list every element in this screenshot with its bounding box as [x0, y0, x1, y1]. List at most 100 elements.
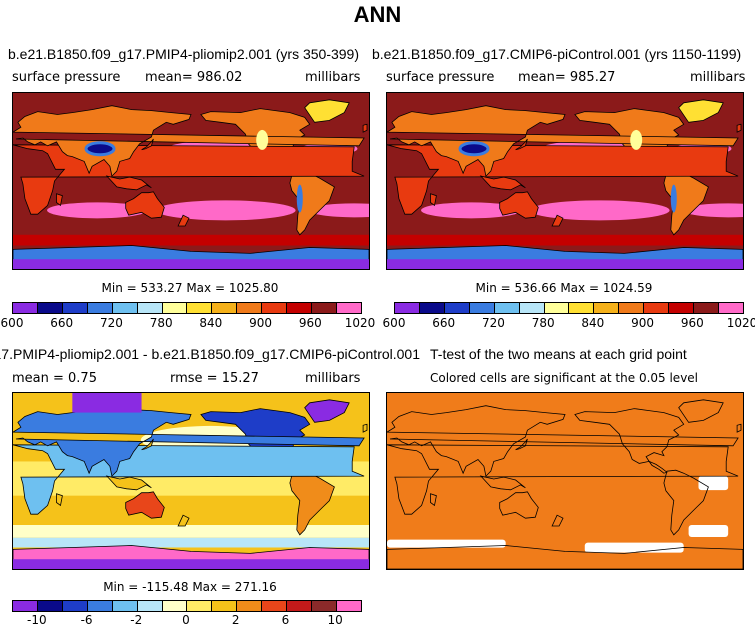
- panel-title-top-right: b.e21.B1850.f09_g17.CMIP6-piControl.001 …: [372, 46, 742, 62]
- colorbar-cell: [544, 303, 570, 313]
- coastline-south-america: [663, 469, 709, 536]
- subtropical-high-indian: [47, 202, 148, 219]
- colorbar-tick-label: 660: [432, 316, 456, 330]
- colorbar-cell: [287, 303, 313, 313]
- land-eurasia: [387, 105, 739, 177]
- colorbar-tick-label: 600: [0, 316, 24, 330]
- world-map-abs: [387, 93, 743, 269]
- colorbar-cell: [37, 601, 63, 611]
- land-new-zealand: [551, 214, 564, 227]
- land-greenland: [678, 99, 724, 123]
- colorbar-cell: [569, 303, 595, 313]
- coastline-greenland: [678, 399, 724, 423]
- coastline-australia: [499, 491, 539, 519]
- colorbar-cell: [669, 303, 695, 313]
- colorbar-cell: [13, 303, 38, 313]
- arctic-anomaly: [72, 393, 142, 413]
- land-australia: [125, 491, 165, 519]
- colorbar-tick-label: -2: [130, 613, 143, 627]
- colorbar-cell: [237, 601, 263, 611]
- colorbar-tick-label: -6: [80, 613, 93, 627]
- land-madagascar: [56, 493, 63, 507]
- land-eurasia: [13, 405, 365, 477]
- colorbar-cell: [644, 303, 670, 313]
- coastline-madagascar: [430, 493, 437, 507]
- colorbar-ticks-top-left: 600 660 720 780 840 900 960 1020: [1, 316, 376, 332]
- panel-title-bottom-right: T-test of the two means at each grid poi…: [430, 346, 687, 362]
- colorbar-cell: [694, 303, 719, 313]
- colorbar-tick-label: 840: [581, 316, 605, 330]
- land-indonesia: [105, 475, 152, 491]
- world-map-diff: [13, 393, 369, 569]
- colorbar-tick-label: 660: [50, 316, 74, 330]
- subtropical-high-indian: [421, 202, 522, 219]
- rockies-low: [630, 129, 643, 150]
- coastline-central-america: [647, 460, 668, 474]
- tibetan-plateau-low: [84, 141, 116, 157]
- colorbar-cell: [287, 601, 313, 611]
- andes-low: [296, 184, 303, 213]
- land-greenland: [304, 399, 350, 423]
- land-africa: [387, 144, 739, 215]
- coastline-eurasia: [387, 405, 739, 477]
- map-top-right: [386, 92, 744, 270]
- antarctic-interior-anomaly: [13, 559, 369, 569]
- units-label-bottom-left: millibars: [305, 371, 361, 386]
- colorbar-cell: [619, 303, 645, 313]
- colorbar-cell: [262, 303, 288, 313]
- antarctic-interior-low: [13, 259, 369, 269]
- colorbar-tick-label: 780: [531, 316, 555, 330]
- colorbar-tick-label: 1020: [344, 316, 376, 330]
- insignificant-band-southern-indian: [387, 539, 506, 548]
- subtropical-high-south-pacific: [529, 200, 670, 221]
- colorbar-cell: [187, 303, 213, 313]
- colorbar-cell: [112, 303, 138, 313]
- map-bottom-left: [12, 392, 370, 570]
- insignificant-band-tropical-atlantic: [698, 476, 729, 491]
- land-uk: [362, 423, 368, 433]
- colorbar-cell: [519, 303, 545, 313]
- coastline-uk: [736, 423, 742, 433]
- colorbar-tick-label: 10: [327, 613, 343, 627]
- colorbar-cell: [62, 601, 88, 611]
- colorbar-cell: [336, 303, 361, 313]
- main-title: ANN: [353, 2, 402, 27]
- panel-title-top-left: b.e21.B1850.f09_g17.PMIP4-pliomip2.001 (…: [8, 46, 359, 62]
- colorbar-tick-label: 900: [249, 316, 273, 330]
- units-label-top-left: millibars: [305, 70, 361, 85]
- colorbar-cell: [312, 303, 337, 313]
- colorbar-cell: [212, 601, 238, 611]
- insignificant-band-southern-pacific: [584, 542, 684, 553]
- mean-label-bottom-left: mean = 0.75: [12, 371, 97, 386]
- antarctic-interior-low: [387, 259, 743, 269]
- colorbar-tick-label: 600: [382, 316, 406, 330]
- southern-ocean-anomaly: [13, 537, 369, 548]
- colorbar-cell: [594, 303, 620, 313]
- variable-label-top-right: surface pressure: [386, 70, 495, 85]
- southern-ocean-low: [387, 234, 743, 246]
- colorbar-cell: [395, 303, 420, 313]
- coastline-antarctica: [387, 545, 743, 569]
- colorbar-tick-label: 900: [631, 316, 655, 330]
- colorbar-tick-label: 960: [680, 316, 704, 330]
- southern-ocean-low: [13, 234, 369, 246]
- colorbar-cell: [162, 601, 188, 611]
- mean-label-top-left: mean= 986.02: [145, 70, 243, 85]
- colorbar-tick-label: 960: [298, 316, 322, 330]
- colorbar-cell: [444, 303, 470, 313]
- subtropical-high-south-atlantic: [309, 203, 369, 218]
- colorbar-bottom-left: [12, 600, 362, 612]
- land-australia: [499, 191, 539, 219]
- land-africa: [13, 444, 365, 515]
- variable-label-top-left: surface pressure: [12, 70, 121, 85]
- rockies-low: [256, 129, 269, 150]
- land-australia: [125, 191, 165, 219]
- colorbar-cell: [336, 601, 361, 611]
- coastline-africa: [387, 444, 739, 515]
- colorbar-top-right: [394, 302, 744, 314]
- colorbar-tick-label: 0: [182, 613, 190, 627]
- colorbar-cell: [718, 303, 743, 313]
- colorbar-tick-label: 780: [149, 316, 173, 330]
- colorbar-top-left: [12, 302, 362, 314]
- colorbar-cell: [112, 601, 138, 611]
